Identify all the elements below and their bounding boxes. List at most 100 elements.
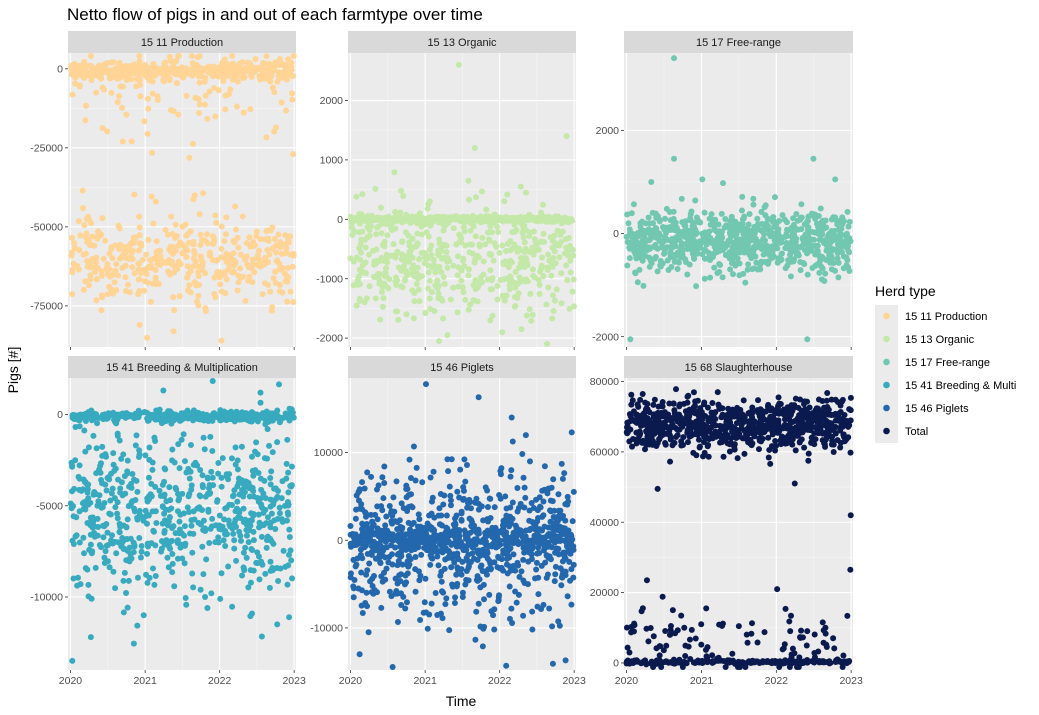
data-point [246, 493, 253, 500]
data-point [509, 438, 516, 445]
data-point [754, 215, 761, 222]
data-point [465, 266, 472, 273]
data-point [133, 83, 140, 90]
data-point [411, 290, 418, 297]
data-point [439, 218, 446, 225]
data-point [826, 232, 833, 239]
data-point [214, 498, 221, 505]
data-point [109, 255, 116, 262]
data-point [384, 259, 391, 266]
data-point [446, 258, 453, 265]
data-point [502, 516, 509, 523]
data-point [460, 289, 467, 296]
data-point [548, 272, 555, 279]
data-point [422, 381, 429, 388]
data-point [562, 657, 569, 664]
data-point [263, 53, 270, 60]
data-point [166, 543, 173, 550]
data-point [491, 211, 498, 218]
data-point [549, 315, 556, 322]
data-point [762, 212, 769, 219]
data-point [412, 477, 419, 484]
data-point [378, 530, 385, 537]
data-point [477, 273, 484, 280]
data-point [398, 283, 405, 290]
data-point [474, 573, 481, 580]
data-point [202, 308, 209, 315]
data-point [774, 229, 781, 236]
data-point [708, 211, 715, 218]
data-point [560, 512, 567, 519]
data-point [129, 498, 136, 505]
x-tick-label: 2022 [488, 675, 512, 687]
data-point [507, 504, 514, 511]
data-point [181, 532, 188, 539]
data-point [391, 169, 398, 176]
data-point [136, 53, 143, 59]
data-point [540, 601, 547, 608]
data-point [447, 502, 454, 509]
data-point [508, 605, 515, 612]
data-point [186, 154, 193, 161]
data-point [524, 278, 531, 285]
data-point [440, 227, 447, 234]
data-point [408, 547, 415, 554]
data-point [846, 218, 853, 225]
data-point [379, 474, 386, 481]
data-point [115, 476, 122, 483]
data-point [450, 284, 457, 291]
data-point [436, 263, 443, 270]
data-point [359, 479, 366, 486]
data-point [363, 589, 370, 596]
data-point [797, 259, 804, 266]
data-point [353, 302, 360, 309]
data-point [525, 558, 532, 565]
data-point [531, 228, 538, 235]
data-point [290, 299, 297, 306]
data-point [124, 468, 131, 475]
data-point [135, 276, 142, 283]
data-point [140, 612, 147, 619]
data-point [230, 412, 237, 419]
data-point [127, 535, 134, 542]
data-point [240, 109, 247, 116]
data-point [195, 96, 202, 103]
data-point [82, 117, 89, 124]
data-point [283, 73, 290, 80]
data-point [671, 258, 678, 265]
data-point [549, 244, 556, 251]
data-point [120, 545, 127, 552]
data-point [210, 235, 217, 242]
data-point [215, 470, 222, 477]
data-point [647, 256, 654, 263]
data-point [529, 626, 536, 633]
data-point [152, 198, 159, 205]
data-point [177, 261, 184, 268]
data-point [482, 241, 489, 248]
data-point [788, 239, 795, 246]
data-point [670, 220, 677, 227]
data-point [414, 264, 421, 271]
data-point [166, 246, 173, 253]
data-point [519, 534, 526, 541]
data-point [496, 592, 503, 599]
data-point [668, 245, 675, 252]
data-point [229, 66, 236, 73]
data-point [390, 494, 397, 501]
data-point [196, 73, 203, 80]
data-point [257, 389, 264, 396]
data-point [530, 272, 537, 279]
data-point [462, 478, 469, 485]
data-point [104, 529, 111, 536]
data-point [269, 304, 276, 311]
data-point [692, 197, 699, 204]
data-point [145, 236, 152, 243]
data-point [443, 532, 450, 539]
data-point [468, 542, 475, 549]
data-point [77, 62, 84, 69]
data-point [110, 290, 117, 297]
data-point [142, 507, 149, 514]
data-point [359, 191, 366, 198]
data-point [359, 262, 366, 269]
data-point [182, 221, 189, 228]
